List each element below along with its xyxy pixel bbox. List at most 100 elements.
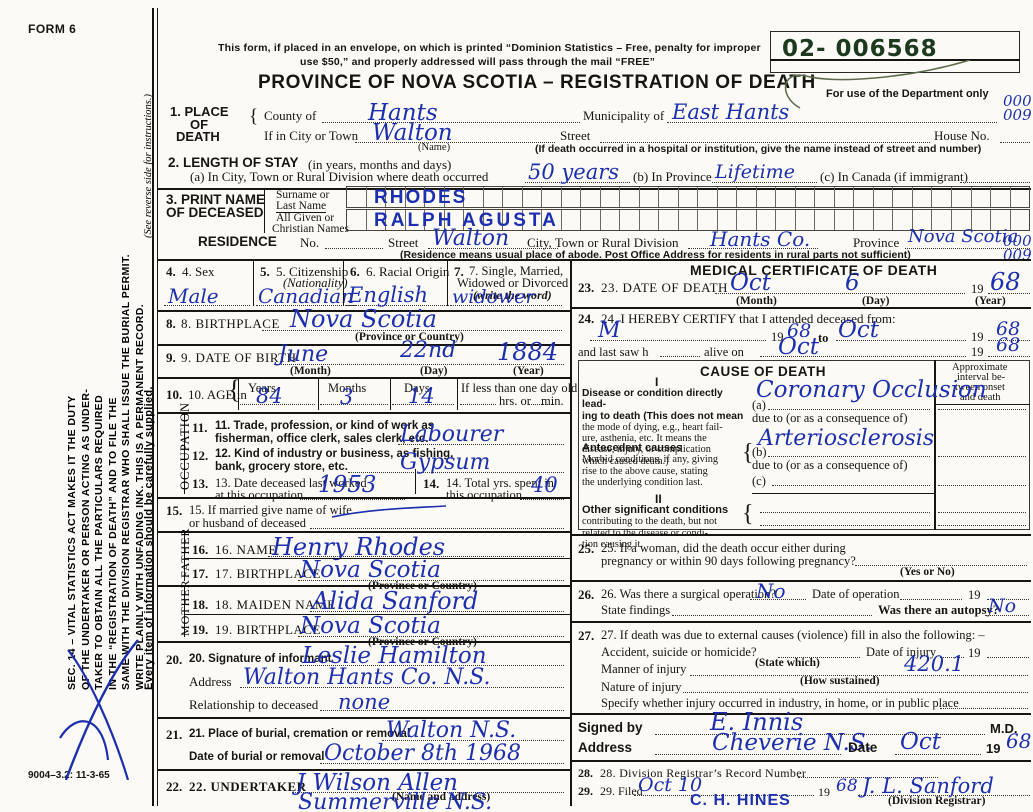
other-conditions-line-1: Other significant conditions	[582, 504, 729, 516]
name-box-cell[interactable]	[815, 187, 835, 207]
name-box-cell[interactable]	[484, 210, 504, 230]
rule-mother-top	[157, 585, 570, 587]
name-box-cell[interactable]	[581, 187, 601, 207]
brace-place: {	[249, 106, 259, 127]
name-box-cell[interactable]	[854, 187, 874, 207]
autopsy-value: No	[988, 595, 1017, 617]
name-box-cell[interactable]	[893, 187, 913, 207]
name-box-cell[interactable]	[620, 210, 640, 230]
name-box-cell[interactable]	[347, 210, 367, 230]
name-box-cell[interactable]	[874, 210, 894, 230]
rule-occupation-side	[184, 412, 185, 494]
name-box-cell[interactable]	[484, 187, 504, 207]
name-box-cell[interactable]	[562, 187, 582, 207]
name-box-cell[interactable]	[425, 210, 445, 230]
name-box-cell[interactable]	[972, 187, 992, 207]
name-box-cell[interactable]	[503, 187, 523, 207]
name-box-cell[interactable]	[367, 210, 387, 230]
last-saw-year-rule	[988, 356, 1030, 357]
rule-age-1	[238, 377, 239, 410]
name-box-cell[interactable]	[718, 187, 738, 207]
name-box-cell[interactable]	[854, 210, 874, 230]
name-box-cell[interactable]	[445, 187, 465, 207]
name-box-cell[interactable]	[503, 210, 523, 230]
name-box-cell[interactable]	[952, 210, 972, 230]
rule-interval-col	[934, 360, 936, 530]
name-box-cell[interactable]	[776, 187, 796, 207]
dod-year-rule	[988, 293, 1030, 294]
operation-year-prefix: 19	[968, 588, 981, 602]
age-min-rule	[528, 404, 554, 405]
name-box-cell[interactable]	[776, 210, 796, 230]
md-label: M.D.	[990, 721, 1018, 736]
name-box-cell[interactable]	[1011, 187, 1030, 207]
name-box-cell[interactable]	[659, 187, 679, 207]
name-box-cell[interactable]	[913, 210, 933, 230]
name-box-cell[interactable]	[581, 210, 601, 230]
name-box-cell[interactable]	[425, 187, 445, 207]
name-box-cell[interactable]	[601, 187, 621, 207]
residence-city-label: City, Town or Rural Division	[527, 235, 679, 250]
name-box-cell[interactable]	[406, 210, 426, 230]
mother-birthplace-label: 19. BIRTHPLACE	[215, 622, 321, 637]
name-box-cell[interactable]	[386, 210, 406, 230]
name-box-cell[interactable]	[991, 210, 1011, 230]
name-box-cell[interactable]	[386, 187, 406, 207]
name-box-cell[interactable]	[640, 210, 660, 230]
name-box-cell[interactable]	[445, 210, 465, 230]
last-saw-label: and last saw h	[578, 345, 649, 359]
name-box-cell[interactable]	[874, 187, 894, 207]
accident-label: Accident, suicide or homicide?	[601, 645, 757, 659]
name-box-cell[interactable]	[542, 210, 562, 230]
line-b-interval-rule	[938, 456, 1026, 457]
racial-origin-label: 6. Racial Origin	[366, 264, 450, 279]
direct-cause-line-1: Disease or condition directly lead-	[582, 388, 723, 411]
name-box-cell[interactable]	[835, 187, 855, 207]
name-box-cell[interactable]	[542, 187, 562, 207]
citizenship-rule	[256, 305, 356, 306]
name-box-cell[interactable]	[620, 187, 640, 207]
name-box-cell[interactable]	[893, 210, 913, 230]
rule-main-divider	[157, 259, 1031, 261]
name-box-cell[interactable]	[796, 210, 816, 230]
name-box-cell[interactable]	[679, 187, 699, 207]
name-box-cell[interactable]	[659, 210, 679, 230]
name-box-cell[interactable]	[367, 187, 387, 207]
name-box-cell[interactable]	[698, 210, 718, 230]
name-box-cell[interactable]	[991, 187, 1011, 207]
name-box-cell[interactable]	[464, 210, 484, 230]
name-box-cell[interactable]	[679, 210, 699, 230]
name-box-cell[interactable]	[835, 210, 855, 230]
industry-value: Gypsum	[400, 450, 491, 475]
name-box-cell[interactable]	[562, 210, 582, 230]
name-box-cell[interactable]	[737, 210, 757, 230]
certify-label-num: 24.	[578, 311, 595, 326]
interval-heading-1: Approximate	[952, 362, 1008, 373]
name-box-cell[interactable]	[601, 210, 621, 230]
rule-13-14	[415, 469, 416, 494]
industry-label-2: bank, grocery store, etc.	[215, 461, 348, 473]
name-box-cell[interactable]	[406, 187, 426, 207]
part-i-label: I	[655, 375, 659, 389]
name-box-cell[interactable]	[932, 210, 952, 230]
rule-interval-head	[934, 404, 1030, 405]
name-box-cell[interactable]	[913, 187, 933, 207]
name-box-cell[interactable]	[718, 210, 738, 230]
name-box-cell[interactable]	[757, 187, 777, 207]
name-box-cell[interactable]	[932, 187, 952, 207]
registration-number: 02- 006568	[782, 36, 938, 62]
name-box-cell[interactable]	[347, 187, 367, 207]
name-box-cell[interactable]	[698, 187, 718, 207]
name-box-cell[interactable]	[952, 187, 972, 207]
name-box-cell[interactable]	[757, 210, 777, 230]
name-box-cell[interactable]	[523, 210, 543, 230]
name-box-cell[interactable]	[972, 210, 992, 230]
name-box-cell[interactable]	[640, 187, 660, 207]
pregnancy-rule	[855, 565, 1027, 566]
name-box-cell[interactable]	[815, 210, 835, 230]
name-box-cell[interactable]	[464, 187, 484, 207]
name-box-cell[interactable]	[796, 187, 816, 207]
manner-injury-code: 420.1	[904, 652, 965, 676]
name-box-cell[interactable]	[523, 187, 543, 207]
name-box-cell[interactable]	[737, 187, 757, 207]
